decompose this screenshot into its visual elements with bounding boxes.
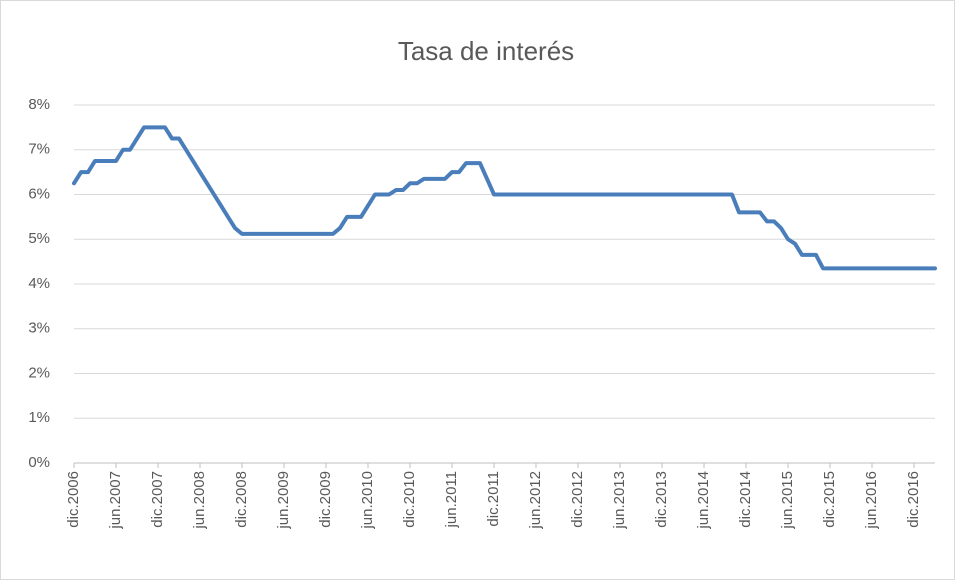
x-tick-label: dic.2016	[905, 471, 922, 528]
chart-title: Tasa de interés	[398, 36, 574, 66]
x-tick-label: jun.2009	[275, 471, 292, 530]
x-tick-label: dic.2009	[317, 471, 334, 528]
x-tick-label: dic.2008	[233, 471, 250, 528]
y-tick-label: 8%	[28, 96, 50, 113]
x-tick-label: dic.2015	[821, 471, 838, 528]
x-tick-label: dic.2012	[569, 471, 586, 528]
x-tick-label: dic.2007	[149, 471, 166, 528]
x-tick-label: dic.2013	[653, 471, 670, 528]
x-tick-label: jun.2014	[695, 471, 712, 530]
x-tick-label: dic.2014	[737, 471, 754, 528]
x-tick-label: jun.2015	[779, 471, 796, 530]
x-tick-label: jun.2013	[611, 471, 628, 530]
y-tick-label: 7%	[28, 141, 50, 158]
y-tick-label: 4%	[28, 275, 50, 292]
y-tick-label: 6%	[28, 185, 50, 202]
x-tick-label: jun.2008	[191, 471, 208, 530]
y-tick-label: 2%	[28, 364, 50, 381]
y-tick-label: 5%	[28, 230, 50, 247]
x-tick-label: dic.2010	[401, 471, 418, 528]
y-tick-label: 3%	[28, 320, 50, 337]
line-series	[72, 125, 937, 271]
x-tick-label: dic.2011	[485, 471, 502, 527]
x-tick-label: dic.2006	[65, 471, 82, 528]
x-tick-label: jun.2010	[359, 471, 376, 530]
y-tick-label: 1%	[28, 409, 50, 426]
y-tick-label: 0%	[28, 454, 50, 471]
x-tick-label: jun.2007	[107, 471, 124, 530]
x-tick-label: jun.2011	[443, 471, 460, 528]
x-tick-label: jun.2016	[863, 471, 880, 530]
x-tick-label: jun.2012	[527, 471, 544, 530]
